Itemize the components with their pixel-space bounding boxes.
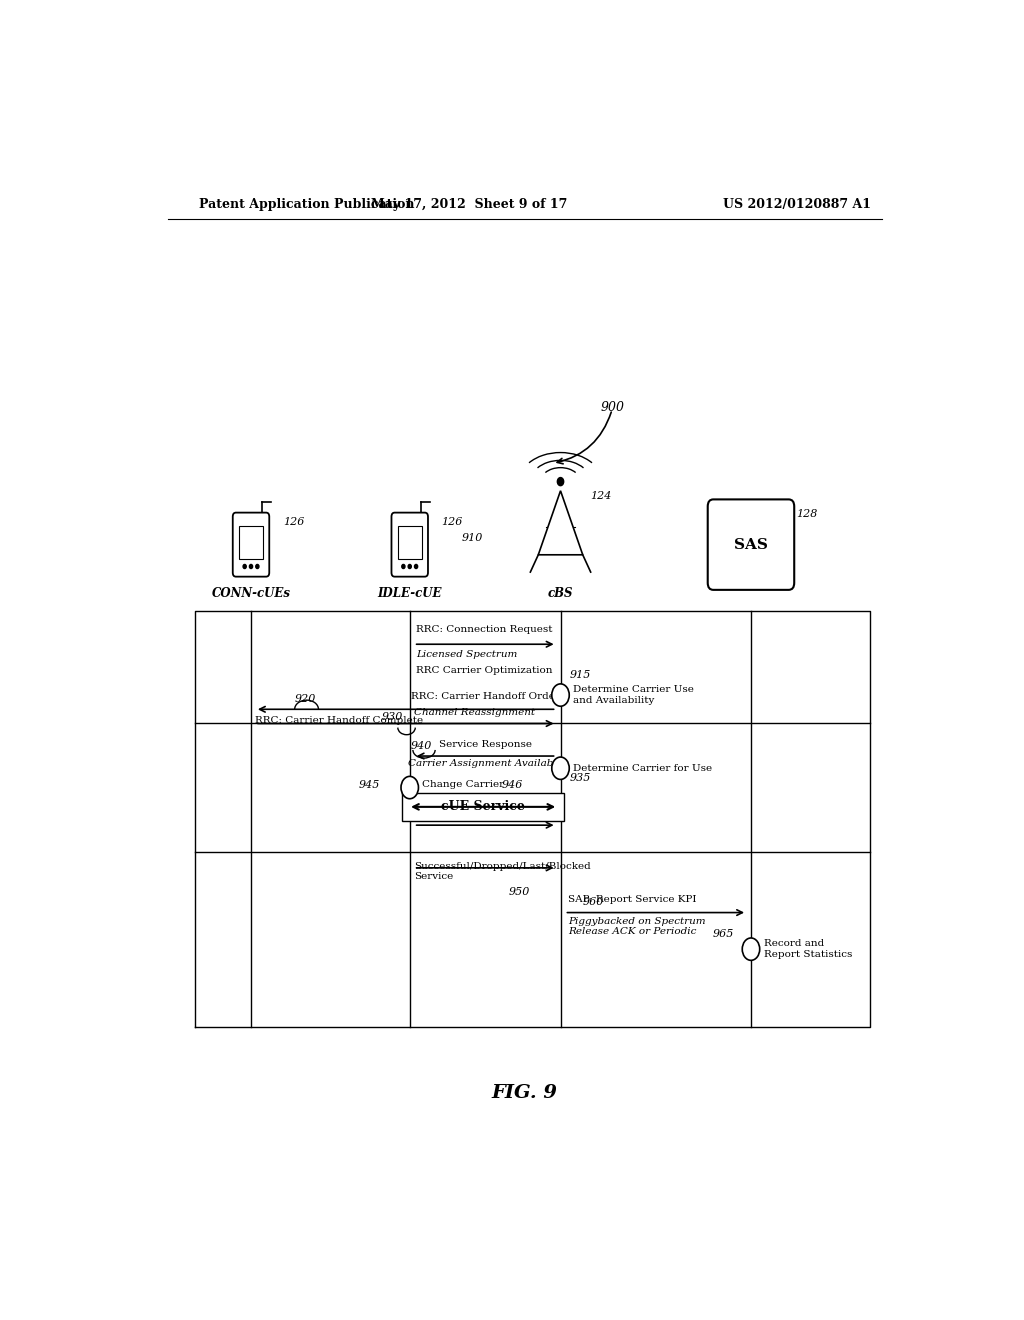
Circle shape [401,776,419,799]
Text: Licensed Spectrum: Licensed Spectrum [416,651,517,659]
Text: Successful/Dropped/Last/Blocked
Service: Successful/Dropped/Last/Blocked Service [414,862,591,882]
Text: RRC: Connection Request: RRC: Connection Request [416,626,553,634]
Text: CONN-cUEs: CONN-cUEs [212,587,291,601]
Text: 946: 946 [502,780,523,789]
Text: 930: 930 [382,713,403,722]
Text: Report Service KPI: Report Service KPI [414,809,514,818]
Text: 128: 128 [797,510,817,519]
Text: 950: 950 [509,887,530,898]
Text: IDLE-cUE: IDLE-cUE [378,587,442,601]
Circle shape [243,565,246,569]
Circle shape [250,565,253,569]
Text: RRC: Carrier Handoff Order: RRC: Carrier Handoff Order [411,692,559,701]
Text: 960: 960 [583,898,604,907]
Text: 945: 945 [358,780,380,789]
Text: 920: 920 [295,694,316,704]
Text: FIG. 9: FIG. 9 [492,1085,558,1102]
Text: Service Response: Service Response [438,741,531,748]
FancyBboxPatch shape [401,792,564,821]
Text: May 17, 2012  Sheet 9 of 17: May 17, 2012 Sheet 9 of 17 [371,198,567,211]
Text: SAP: Report Service KPI: SAP: Report Service KPI [568,895,697,904]
Circle shape [401,565,404,569]
Text: SAS: SAS [734,537,768,552]
Text: 900: 900 [600,401,625,414]
Text: 126: 126 [283,517,304,527]
FancyBboxPatch shape [232,512,269,577]
Circle shape [557,478,563,486]
Polygon shape [539,491,583,554]
Circle shape [552,758,569,779]
Text: Patent Application Publication: Patent Application Publication [200,198,415,211]
Text: Determine Carrier for Use: Determine Carrier for Use [573,764,713,772]
Circle shape [256,565,259,569]
Text: US 2012/0120887 A1: US 2012/0120887 A1 [723,198,871,211]
FancyBboxPatch shape [240,525,263,560]
Text: Determine Carrier Use
and Availability: Determine Carrier Use and Availability [573,685,694,705]
Text: RRC Carrier Optimization: RRC Carrier Optimization [416,665,553,675]
Text: Channel Reassignment: Channel Reassignment [414,709,535,718]
Text: cBS: cBS [548,587,573,601]
Text: 124: 124 [591,491,612,500]
Text: Piggybacked on Spectrum
Release ACK or Periodic: Piggybacked on Spectrum Release ACK or P… [568,916,707,936]
Text: 940: 940 [411,741,432,751]
FancyBboxPatch shape [708,499,795,590]
Text: Change Carrier: Change Carrier [423,780,505,789]
Circle shape [415,565,418,569]
FancyBboxPatch shape [391,512,428,577]
Circle shape [742,939,760,961]
Text: cUE Service: cUE Service [441,800,525,813]
Text: 965: 965 [712,929,733,939]
FancyBboxPatch shape [397,525,422,560]
Text: 915: 915 [570,669,592,680]
Circle shape [409,565,412,569]
Text: RRC: Carrier Handoff Complete: RRC: Carrier Handoff Complete [255,717,423,726]
Text: Carrier Assignment Available: Carrier Assignment Available [408,759,562,768]
Circle shape [552,684,569,706]
Text: Record and
Report Statistics: Record and Report Statistics [764,940,852,958]
Text: 935: 935 [570,774,592,783]
Text: 910: 910 [461,532,482,543]
Text: 126: 126 [441,517,463,527]
